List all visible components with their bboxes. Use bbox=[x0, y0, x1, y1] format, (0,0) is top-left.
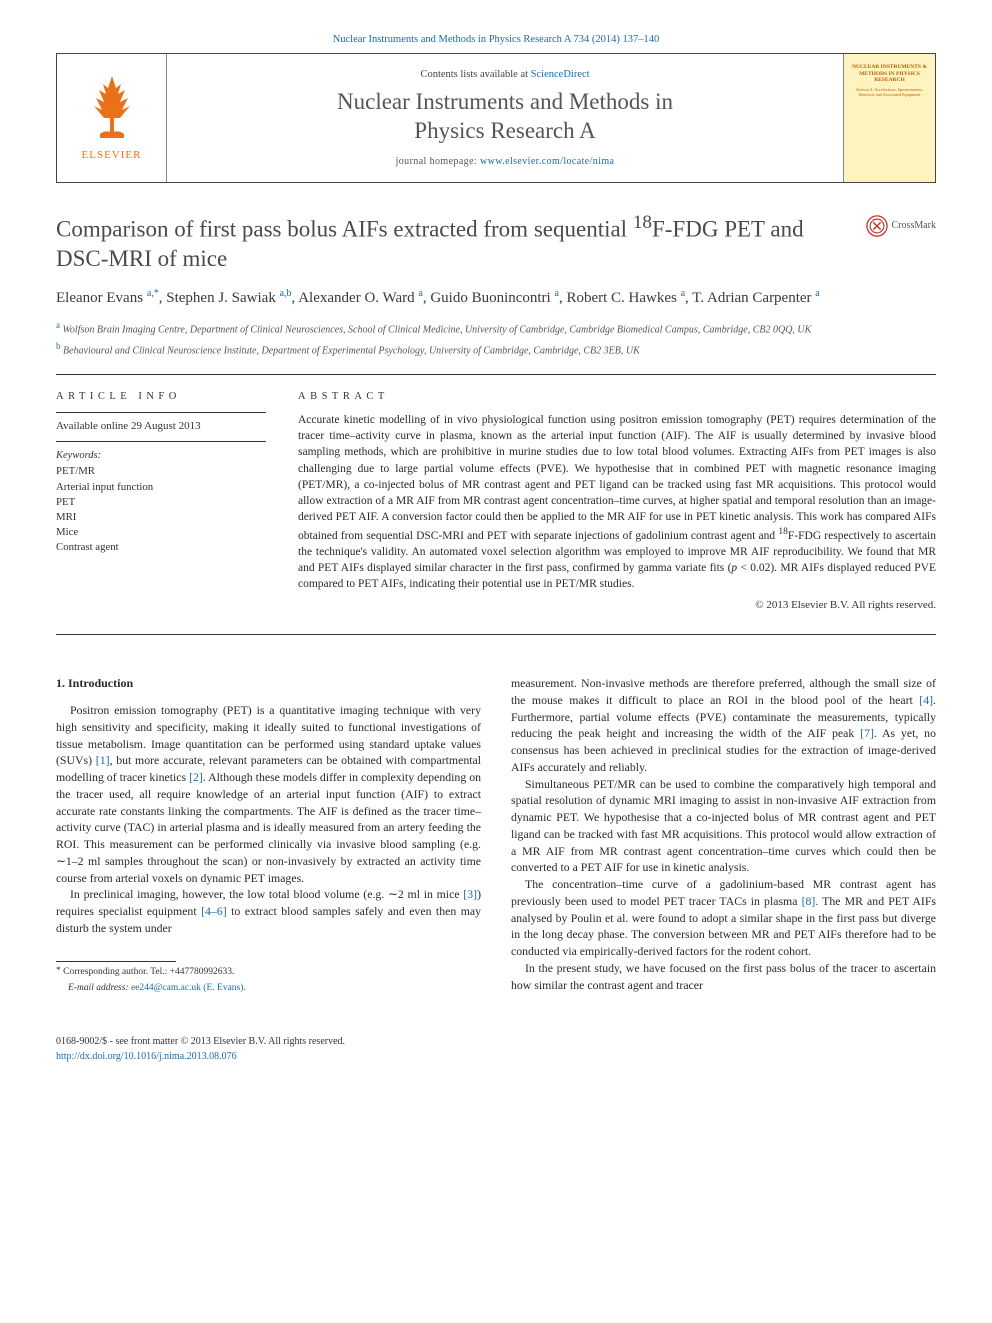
footer-left: 0168-9002/$ - see front matter © 2013 El… bbox=[56, 1035, 345, 1064]
keyword: PET/MR bbox=[56, 464, 266, 479]
keyword: Contrast agent bbox=[56, 540, 266, 555]
aff-mark-a: a bbox=[56, 320, 60, 330]
elsevier-logo: ELSEVIER bbox=[57, 54, 167, 182]
info-abstract-row: ARTICLE INFO Available online 29 August … bbox=[56, 389, 936, 614]
journal-cover-thumb: NUCLEAR INSTRUMENTS & METHODS IN PHYSICS… bbox=[843, 54, 935, 182]
keywords-label: Keywords: bbox=[56, 448, 266, 463]
journal-title-line2: Physics Research A bbox=[414, 118, 595, 143]
affiliation-a: a Wolfson Brain Imaging Centre, Departme… bbox=[56, 319, 936, 337]
keywords-list: PET/MR Arterial input function PET MRI M… bbox=[56, 464, 266, 555]
cover-subtitle: Section A: Accelerators, Spectrometers, … bbox=[848, 87, 931, 97]
body-para-6: In the present study, we have focused on… bbox=[511, 960, 936, 994]
article-title: Comparison of first pass bolus AIFs extr… bbox=[56, 211, 826, 273]
doi-link[interactable]: http://dx.doi.org/10.1016/j.nima.2013.08… bbox=[56, 1051, 237, 1062]
journal-homepage-line: journal homepage: www.elsevier.com/locat… bbox=[396, 155, 615, 170]
body-para-5: The concentration–time curve of a gadoli… bbox=[511, 876, 936, 960]
keyword: MRI bbox=[56, 510, 266, 525]
abstract-col: ABSTRACT Accurate kinetic modelling of i… bbox=[298, 389, 936, 614]
body-para-1: Positron emission tomography (PET) is a … bbox=[56, 702, 481, 886]
aff-text-b: Behavioural and Clinical Neuroscience In… bbox=[63, 345, 640, 356]
abstract-text: Accurate kinetic modelling of in vivo ph… bbox=[298, 412, 936, 592]
body-para-4: Simultaneous PET/MR can be used to combi… bbox=[511, 776, 936, 877]
journal-header-center: Contents lists available at ScienceDirec… bbox=[167, 54, 843, 182]
article-info-col: ARTICLE INFO Available online 29 August … bbox=[56, 389, 266, 614]
aff-text-a: Wolfson Brain Imaging Centre, Department… bbox=[63, 325, 812, 336]
title-row: Comparison of first pass bolus AIFs extr… bbox=[56, 211, 936, 273]
crossmark-icon bbox=[866, 215, 888, 237]
body-para-2: In preclinical imaging, however, the low… bbox=[56, 886, 481, 936]
issn-line: 0168-9002/$ - see front matter © 2013 El… bbox=[56, 1035, 345, 1050]
crossmark-badge[interactable]: CrossMark bbox=[866, 215, 936, 237]
running-head-link[interactable]: Nuclear Instruments and Methods in Physi… bbox=[333, 34, 660, 45]
contents-line: Contents lists available at ScienceDirec… bbox=[420, 67, 589, 82]
keyword: PET bbox=[56, 495, 266, 510]
aff-mark-b: b bbox=[56, 341, 61, 351]
homepage-prefix: journal homepage: bbox=[396, 156, 480, 167]
cover-title: NUCLEAR INSTRUMENTS & METHODS IN PHYSICS… bbox=[848, 64, 931, 83]
tree-icon bbox=[81, 72, 143, 144]
keyword: Arterial input function bbox=[56, 480, 266, 495]
corresponding-email-link[interactable]: ee244@cam.ac.uk (E. Evans). bbox=[131, 983, 246, 993]
contents-prefix: Contents lists available at bbox=[420, 69, 530, 80]
info-rule-1 bbox=[56, 412, 266, 413]
corresponding-email-line: E-mail address: ee244@cam.ac.uk (E. Evan… bbox=[56, 982, 481, 995]
page-footer: 0168-9002/$ - see front matter © 2013 El… bbox=[56, 1021, 936, 1064]
authors: Eleanor Evans a,*, Stephen J. Sawiak a,b… bbox=[56, 287, 936, 309]
keyword: Mice bbox=[56, 525, 266, 540]
journal-header: ELSEVIER Contents lists available at Sci… bbox=[56, 53, 936, 183]
elsevier-wordmark: ELSEVIER bbox=[82, 148, 142, 164]
affiliation-b: b Behavioural and Clinical Neuroscience … bbox=[56, 340, 936, 358]
article-info-head: ARTICLE INFO bbox=[56, 389, 266, 404]
body-columns: 1. Introduction Positron emission tomogr… bbox=[56, 675, 936, 999]
homepage-link[interactable]: www.elsevier.com/locate/nima bbox=[480, 156, 614, 167]
journal-title-line1: Nuclear Instruments and Methods in bbox=[337, 89, 673, 114]
sciencedirect-link[interactable]: ScienceDirect bbox=[531, 69, 590, 80]
running-head: Nuclear Instruments and Methods in Physi… bbox=[56, 32, 936, 47]
info-rule-2 bbox=[56, 441, 266, 442]
top-rule bbox=[56, 374, 936, 375]
bottom-rule bbox=[56, 634, 936, 635]
email-prefix: E-mail address: bbox=[68, 983, 131, 993]
abstract-head: ABSTRACT bbox=[298, 389, 936, 404]
body-para-3: measurement. Non-invasive methods are th… bbox=[511, 675, 936, 776]
corresponding-author-note: * Corresponding author. Tel.: +447780992… bbox=[56, 966, 481, 979]
crossmark-label: CrossMark bbox=[892, 219, 936, 234]
online-date: Available online 29 August 2013 bbox=[56, 419, 266, 435]
affiliations: a Wolfson Brain Imaging Centre, Departme… bbox=[56, 319, 936, 358]
abstract-copyright: © 2013 Elsevier B.V. All rights reserved… bbox=[298, 598, 936, 614]
footnote-rule bbox=[56, 961, 176, 962]
section-1-head: 1. Introduction bbox=[56, 675, 481, 692]
journal-title: Nuclear Instruments and Methods in Physi… bbox=[337, 88, 673, 146]
